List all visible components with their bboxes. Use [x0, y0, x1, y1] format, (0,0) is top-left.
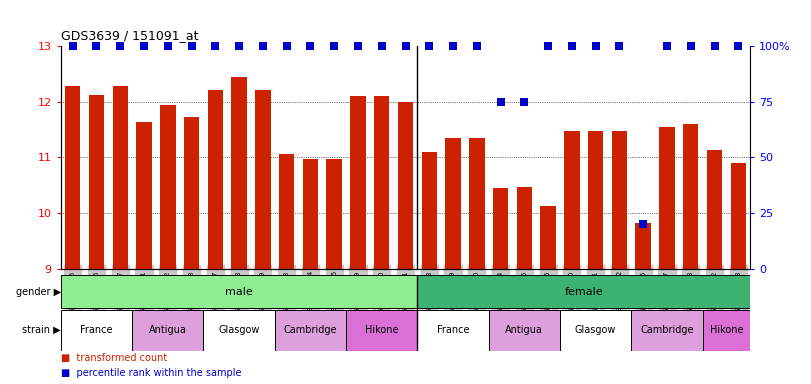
Bar [540, 206, 556, 269]
Bar [489, 310, 560, 351]
Bar [731, 163, 746, 269]
Point [90, 43, 103, 49]
Point [660, 43, 673, 49]
Bar [560, 310, 631, 351]
Bar [611, 131, 627, 269]
Text: female: female [564, 287, 603, 297]
Point [447, 43, 460, 49]
Point [613, 43, 626, 49]
Point [423, 43, 436, 49]
Bar [113, 86, 128, 269]
Bar [445, 138, 461, 269]
Point [185, 43, 198, 49]
Point [399, 43, 412, 49]
Bar [397, 102, 414, 269]
Bar [184, 117, 200, 269]
Bar [469, 138, 484, 269]
Bar [204, 310, 275, 351]
Bar [422, 152, 437, 269]
Bar [374, 96, 389, 269]
Bar [61, 275, 418, 308]
Point [114, 43, 127, 49]
Text: France: France [437, 325, 470, 335]
Bar [631, 310, 702, 351]
Text: Glasgow: Glasgow [218, 325, 260, 335]
Point [732, 43, 744, 49]
Bar [346, 310, 418, 351]
Point [684, 43, 697, 49]
Bar [588, 131, 603, 269]
Point [161, 43, 174, 49]
Point [256, 43, 269, 49]
Bar [517, 187, 532, 269]
Point [351, 43, 364, 49]
Bar [659, 127, 675, 269]
Bar [702, 310, 750, 351]
Point [542, 43, 555, 49]
Bar [493, 188, 508, 269]
Bar [255, 89, 271, 269]
Text: Cambridge: Cambridge [640, 325, 693, 335]
Point [589, 43, 602, 49]
Point [280, 43, 293, 49]
Text: Hikone: Hikone [710, 325, 743, 335]
Bar [707, 150, 723, 269]
Bar [231, 77, 247, 269]
Point [233, 43, 246, 49]
Text: ■  transformed count: ■ transformed count [61, 353, 167, 363]
Text: ■  percentile rank within the sample: ■ percentile rank within the sample [61, 368, 242, 378]
Bar [683, 124, 698, 269]
Text: Hikone: Hikone [365, 325, 398, 335]
Bar [208, 89, 223, 269]
Bar [327, 159, 342, 269]
Bar [65, 86, 80, 269]
Bar [88, 94, 104, 269]
Point [209, 43, 222, 49]
Point [470, 43, 483, 49]
Text: male: male [225, 287, 253, 297]
Bar [564, 131, 580, 269]
Text: Antigua: Antigua [505, 325, 543, 335]
Point [494, 99, 507, 105]
Bar [132, 310, 204, 351]
Point [375, 43, 388, 49]
Bar [275, 310, 346, 351]
Point [708, 43, 721, 49]
Bar [636, 223, 651, 269]
Text: strain ▶: strain ▶ [22, 325, 61, 335]
Text: France: France [80, 325, 113, 335]
Bar [136, 122, 152, 269]
Bar [418, 275, 750, 308]
Bar [160, 104, 175, 269]
Point [67, 43, 79, 49]
Text: GDS3639 / 151091_at: GDS3639 / 151091_at [61, 29, 199, 42]
Point [565, 43, 578, 49]
Point [637, 221, 650, 227]
Bar [418, 310, 489, 351]
Text: Glasgow: Glasgow [575, 325, 616, 335]
Text: Cambridge: Cambridge [284, 325, 337, 335]
Point [328, 43, 341, 49]
Bar [279, 154, 294, 269]
Point [518, 99, 531, 105]
Bar [350, 96, 366, 269]
Text: Antigua: Antigua [149, 325, 187, 335]
Point [138, 43, 151, 49]
Text: gender ▶: gender ▶ [15, 287, 61, 297]
Bar [303, 159, 318, 269]
Bar [61, 310, 132, 351]
Point [304, 43, 317, 49]
